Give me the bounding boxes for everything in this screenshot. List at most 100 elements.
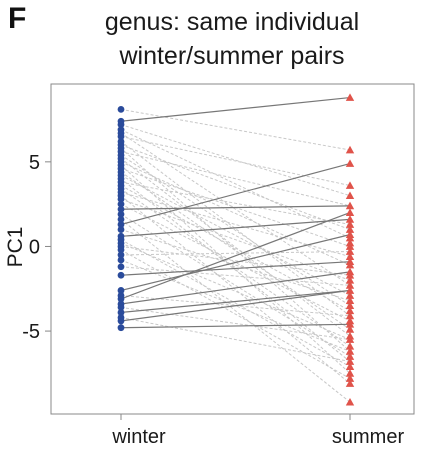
summer-point xyxy=(345,397,355,406)
unpaired-line xyxy=(120,164,351,374)
unpaired-line xyxy=(120,108,351,151)
summer-point xyxy=(345,271,355,279)
summer-point xyxy=(345,286,355,294)
winter-point xyxy=(117,256,125,264)
winter-point xyxy=(117,226,125,233)
paired-line xyxy=(120,205,351,210)
paired-line xyxy=(120,234,351,292)
winter-point xyxy=(117,121,125,129)
summer-point xyxy=(345,342,355,350)
winter-point xyxy=(117,133,125,140)
winter-point xyxy=(117,195,125,203)
summer-point xyxy=(345,242,355,250)
x-tick-label-winter: winter xyxy=(111,426,166,448)
winter-point xyxy=(117,295,125,303)
x-tick-label-summer: summer xyxy=(332,426,405,448)
winter-point xyxy=(117,271,125,279)
paired-line xyxy=(120,162,351,226)
winter-point xyxy=(117,324,125,332)
unpaired-line xyxy=(120,295,351,317)
paired-line xyxy=(120,261,351,276)
winter-point xyxy=(117,200,125,208)
unpaired-line xyxy=(120,191,351,258)
unpaired-line xyxy=(120,259,351,352)
y-axis-label-group: PC1 xyxy=(4,227,27,268)
unpaired-line xyxy=(120,171,351,330)
summer-point xyxy=(345,379,355,387)
unpaired-line xyxy=(120,181,351,225)
unpaired-line xyxy=(120,249,351,379)
summer-marker-layer xyxy=(345,93,355,406)
summer-point xyxy=(345,291,355,299)
paired-line xyxy=(120,289,351,314)
unpaired-line xyxy=(120,218,351,403)
summer-point xyxy=(345,233,355,242)
summer-point xyxy=(345,374,355,382)
unpaired-line xyxy=(120,188,351,347)
summer-point xyxy=(345,181,355,189)
summer-point xyxy=(345,260,355,269)
y-tick-label: 0 xyxy=(29,236,40,258)
paired-line xyxy=(120,212,351,300)
paired-line xyxy=(120,96,351,122)
summer-point xyxy=(345,145,355,154)
unpaired-line xyxy=(120,251,351,256)
winter-marker-layer xyxy=(117,105,125,332)
unpaired-line xyxy=(120,129,351,239)
paired-line xyxy=(120,289,351,322)
unpaired-line xyxy=(120,242,351,340)
winter-point xyxy=(117,221,125,228)
paired-line xyxy=(120,218,351,237)
summer-point xyxy=(345,276,355,284)
winter-point xyxy=(117,309,125,316)
unpaired-line xyxy=(120,178,351,362)
unpaired-line xyxy=(120,195,351,384)
unpaired-line xyxy=(120,135,351,187)
summer-point xyxy=(345,296,355,304)
unpaired-line xyxy=(120,158,351,337)
unpaired-line xyxy=(120,161,351,266)
unpaired-line-layer xyxy=(120,108,351,403)
summer-point xyxy=(345,220,355,228)
winter-point xyxy=(117,287,125,294)
summer-point xyxy=(345,159,355,167)
plot-frame xyxy=(50,83,415,415)
unpaired-line xyxy=(120,132,351,286)
unpaired-line xyxy=(120,306,351,341)
y-tick-label: 5 xyxy=(29,152,40,174)
unpaired-line xyxy=(120,203,351,322)
summer-point xyxy=(345,352,355,360)
summer-point xyxy=(345,311,355,320)
summer-point xyxy=(345,325,355,333)
summer-point xyxy=(345,281,355,289)
y-tick-label: -5 xyxy=(22,321,40,343)
y-axis-label: PC1 xyxy=(4,227,27,268)
unpaired-line xyxy=(120,185,351,312)
unpaired-line xyxy=(120,266,351,286)
summer-point xyxy=(345,208,355,216)
unpaired-line xyxy=(120,144,351,231)
summer-point xyxy=(345,191,355,200)
x-axis-ticks: winter summer xyxy=(111,414,404,448)
summer-point xyxy=(345,335,355,343)
summer-point xyxy=(345,320,355,328)
chart-title-line-1: genus: same individual xyxy=(104,8,360,36)
winter-point xyxy=(117,105,125,113)
unpaired-line xyxy=(120,317,351,363)
winter-point xyxy=(117,246,125,254)
unpaired-line xyxy=(120,147,351,352)
summer-point xyxy=(345,252,355,260)
winter-point xyxy=(117,251,125,259)
unpaired-line xyxy=(120,245,351,276)
unpaired-line xyxy=(120,174,351,296)
paired-line xyxy=(120,323,351,329)
summer-point xyxy=(345,247,355,255)
winter-point xyxy=(117,215,125,223)
unpaired-line xyxy=(120,239,351,368)
unpaired-line xyxy=(120,198,351,281)
unpaired-line xyxy=(120,141,351,317)
unpaired-line xyxy=(120,154,351,307)
summer-point xyxy=(345,306,355,315)
summer-point xyxy=(345,201,355,210)
